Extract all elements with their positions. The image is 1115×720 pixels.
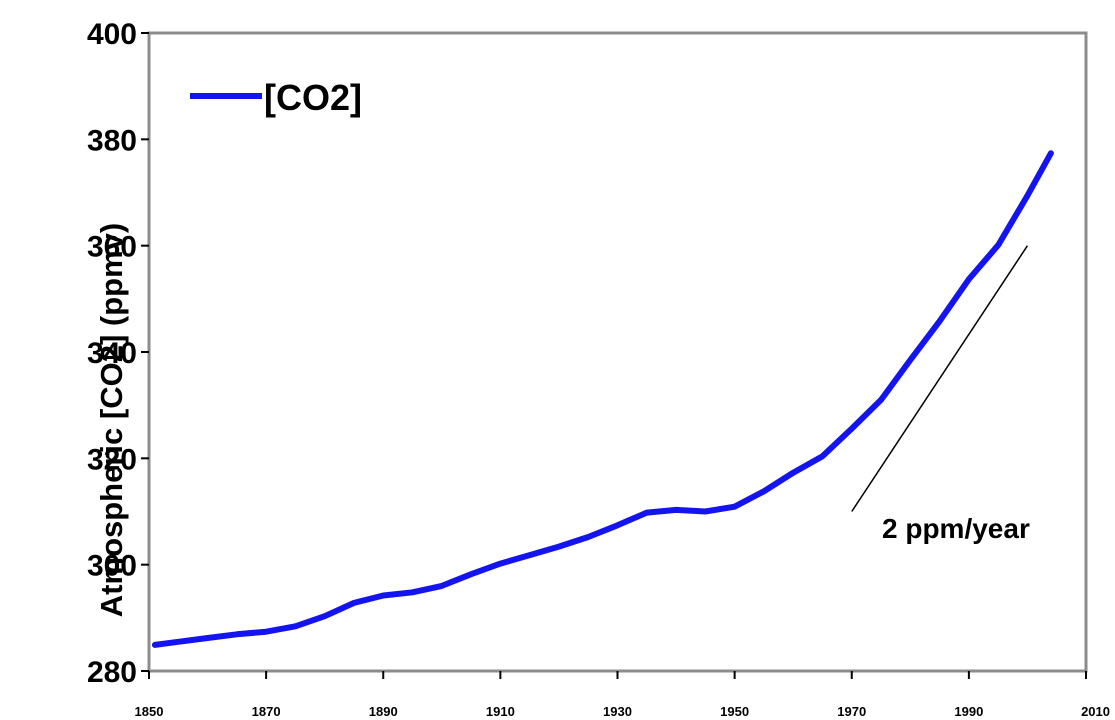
series-point	[1024, 193, 1030, 199]
x-tick-label: 1990	[954, 704, 983, 719]
series-point	[263, 629, 269, 635]
legend: [CO2]	[190, 77, 362, 118]
y-tick-label: 280	[87, 656, 137, 689]
trend-annotation-label: 2 ppm/year	[882, 513, 1030, 544]
x-tick-label: 1910	[486, 704, 515, 719]
series-point	[673, 507, 679, 513]
x-axis-ticks: 1850 1870 1890 1910 1930 1950 1970 1990 2010	[135, 671, 1110, 719]
y-tick-label: 360	[87, 231, 137, 264]
y-axis-label: Atmospheric [CO2] (ppmv)	[94, 223, 129, 617]
x-tick-label: 1930	[603, 704, 632, 719]
series-point	[995, 242, 1001, 248]
plot-frame	[147, 31, 1088, 673]
x-tick-label: 1890	[369, 704, 398, 719]
series-point	[790, 470, 796, 476]
x-tick-label: 1970	[837, 704, 866, 719]
y-tick-label: 400	[87, 18, 137, 51]
series-point	[152, 642, 158, 648]
series-point	[761, 488, 767, 494]
y-axis-ticks: 400 380 360 340 320 300 280	[87, 18, 149, 689]
series-point	[292, 623, 298, 629]
series-point	[1048, 150, 1054, 156]
series-point	[937, 318, 943, 324]
series-point	[380, 593, 386, 598]
x-tick-label: 2010	[1081, 704, 1110, 719]
series-point	[732, 504, 738, 510]
series-point	[849, 426, 855, 432]
x-tick-label: 1850	[135, 704, 164, 719]
series-point	[322, 613, 328, 619]
series-point	[585, 534, 591, 540]
series-line-co2	[151, 150, 1054, 648]
series-point	[410, 589, 415, 595]
series-point	[351, 600, 357, 606]
y-tick-label: 300	[87, 550, 137, 583]
series-point	[644, 510, 650, 516]
y-tick-label: 380	[87, 124, 137, 157]
series-point	[175, 639, 181, 645]
series-point	[468, 571, 474, 577]
series-point	[205, 635, 211, 641]
series-point	[820, 453, 825, 459]
series-point	[878, 397, 884, 403]
series-point	[907, 357, 913, 363]
trend-slope-line	[851, 245, 1029, 512]
series-point	[702, 509, 708, 514]
x-tick-label: 1870	[252, 704, 281, 719]
annotation-layer: 2 ppm/year	[851, 245, 1030, 544]
series-layer	[151, 150, 1054, 648]
x-tick-label: 1950	[720, 704, 749, 719]
legend-label: [CO2]	[264, 77, 362, 118]
series-point	[234, 631, 240, 637]
y-tick-label: 340	[87, 337, 137, 370]
series-point	[966, 276, 972, 282]
series-point	[439, 583, 445, 589]
series-point	[615, 522, 620, 528]
series-point	[556, 544, 562, 550]
series-point	[527, 552, 533, 558]
series-point	[497, 561, 503, 567]
y-tick-label: 320	[87, 443, 137, 476]
